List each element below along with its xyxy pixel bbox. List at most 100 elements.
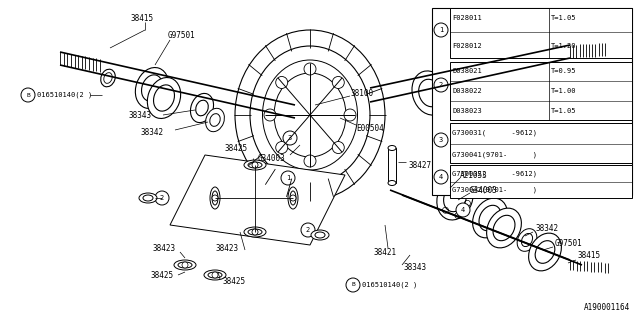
Text: 38100: 38100 [350, 89, 373, 98]
Circle shape [434, 133, 448, 147]
Ellipse shape [442, 67, 470, 104]
Circle shape [456, 203, 470, 217]
Circle shape [434, 23, 448, 37]
Ellipse shape [100, 69, 115, 87]
Ellipse shape [315, 232, 325, 238]
Ellipse shape [290, 191, 296, 205]
Bar [450, 62, 632, 120]
Text: B: B [351, 283, 355, 287]
Ellipse shape [444, 184, 467, 212]
Ellipse shape [204, 270, 226, 280]
Text: 2: 2 [439, 82, 443, 88]
Ellipse shape [535, 241, 555, 263]
Ellipse shape [248, 229, 262, 235]
Ellipse shape [141, 75, 163, 101]
Text: 38421: 38421 [373, 247, 396, 257]
Ellipse shape [529, 233, 561, 271]
Text: 38342: 38342 [535, 223, 558, 233]
Ellipse shape [262, 60, 358, 170]
Text: G730042(9701-      ): G730042(9701- ) [452, 187, 537, 193]
Ellipse shape [205, 108, 225, 132]
Text: 4: 4 [439, 174, 443, 180]
Circle shape [301, 223, 315, 237]
Text: 016510140(2 ): 016510140(2 ) [362, 282, 417, 288]
Text: G730031(      -9612): G730031( -9612) [452, 130, 537, 136]
Text: 3: 3 [439, 137, 443, 143]
Text: D038022: D038022 [452, 88, 482, 94]
Bar [450, 8, 632, 58]
Text: G730041(9701-      ): G730041(9701- ) [452, 152, 537, 158]
Text: 38343: 38343 [403, 263, 426, 273]
Ellipse shape [210, 187, 220, 209]
Circle shape [434, 170, 448, 184]
Ellipse shape [147, 77, 180, 118]
Text: 1: 1 [286, 175, 290, 181]
Text: E00504: E00504 [356, 124, 384, 132]
Bar [450, 165, 632, 198]
Circle shape [304, 63, 316, 75]
Text: B: B [26, 92, 30, 98]
Text: G97501: G97501 [168, 30, 196, 39]
Ellipse shape [235, 30, 385, 200]
Ellipse shape [479, 205, 501, 231]
Text: G730032(      -9612): G730032( -9612) [452, 171, 537, 177]
Text: 016510140(2 ): 016510140(2 ) [37, 92, 92, 98]
Ellipse shape [493, 215, 515, 241]
Text: 38415: 38415 [578, 251, 601, 260]
Text: D038023: D038023 [452, 108, 482, 114]
Ellipse shape [174, 260, 196, 270]
Circle shape [290, 195, 296, 201]
Circle shape [276, 76, 288, 88]
Ellipse shape [274, 73, 346, 157]
Circle shape [434, 78, 448, 92]
Ellipse shape [139, 193, 157, 203]
Ellipse shape [244, 160, 266, 170]
Circle shape [346, 278, 360, 292]
Ellipse shape [388, 146, 396, 150]
Circle shape [212, 195, 218, 201]
Ellipse shape [244, 227, 266, 237]
Ellipse shape [248, 162, 262, 168]
Text: T=1.05: T=1.05 [551, 108, 577, 114]
Text: 38342: 38342 [140, 127, 163, 137]
Text: 38425: 38425 [150, 270, 173, 279]
Ellipse shape [196, 100, 208, 116]
Circle shape [332, 141, 344, 154]
Circle shape [264, 109, 276, 121]
Circle shape [304, 155, 316, 167]
Text: A21053: A21053 [460, 171, 488, 180]
Circle shape [344, 109, 356, 121]
Text: 38425: 38425 [224, 143, 247, 153]
Ellipse shape [311, 230, 329, 240]
Circle shape [283, 131, 297, 145]
Text: 2: 2 [306, 227, 310, 233]
Circle shape [276, 141, 288, 154]
Text: 1: 1 [439, 27, 443, 33]
Bar [432, 8, 632, 195]
Ellipse shape [412, 71, 448, 115]
Text: 38427: 38427 [408, 161, 431, 170]
Text: T=1.05: T=1.05 [551, 15, 577, 21]
Circle shape [212, 272, 218, 278]
Ellipse shape [208, 272, 222, 278]
Ellipse shape [447, 74, 465, 96]
Circle shape [21, 88, 35, 102]
Ellipse shape [288, 187, 298, 209]
Text: 2: 2 [160, 195, 164, 201]
Ellipse shape [437, 176, 473, 220]
Circle shape [332, 76, 344, 88]
Bar [450, 123, 632, 163]
Text: 38423: 38423 [152, 244, 175, 252]
Circle shape [252, 229, 258, 235]
Text: 3: 3 [288, 135, 292, 141]
Ellipse shape [104, 73, 112, 83]
Circle shape [155, 191, 169, 205]
Text: 38343: 38343 [128, 110, 151, 119]
Circle shape [281, 171, 295, 185]
Ellipse shape [517, 229, 537, 251]
Ellipse shape [472, 198, 508, 238]
Text: G34003: G34003 [470, 186, 498, 195]
Bar [388, 148, 396, 183]
Circle shape [252, 162, 258, 168]
Text: G97501: G97501 [555, 238, 583, 247]
